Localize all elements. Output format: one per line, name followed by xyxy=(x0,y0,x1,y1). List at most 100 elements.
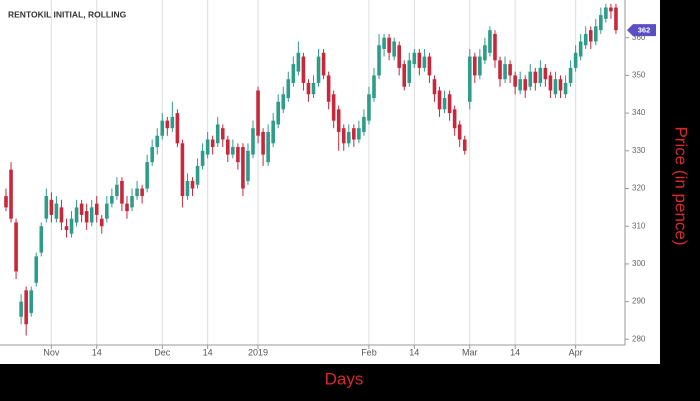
candle-body xyxy=(498,60,502,80)
candle-body xyxy=(140,188,144,197)
candle-body xyxy=(462,139,467,151)
candle-body xyxy=(543,67,548,80)
candle-body xyxy=(115,184,119,197)
candle-body xyxy=(533,71,538,83)
candle-body xyxy=(74,207,79,223)
candle-body xyxy=(483,45,487,61)
candle-body xyxy=(145,162,149,189)
candle-body xyxy=(442,98,447,110)
candle-body xyxy=(447,94,452,114)
candle-body xyxy=(392,41,396,57)
candle-body xyxy=(609,7,613,12)
candle-body xyxy=(165,120,170,129)
candle-body xyxy=(599,15,603,31)
y-tick-label: 320 xyxy=(632,184,646,193)
x-tick-label: Feb xyxy=(361,347,377,357)
candle-body xyxy=(417,52,422,68)
candle-body xyxy=(281,94,286,110)
candle-body xyxy=(377,45,381,76)
candle-body xyxy=(54,203,59,219)
candle-body xyxy=(422,56,427,68)
candle-body xyxy=(296,52,301,72)
candle-body xyxy=(493,33,497,61)
candle-body xyxy=(321,52,326,76)
x-tick-label: 14 xyxy=(203,347,213,357)
chart-title: RENTOKIL INITIAL, ROLLING xyxy=(8,9,127,19)
candle-body xyxy=(9,169,13,219)
candle-body xyxy=(246,150,250,181)
candle-body xyxy=(94,203,99,215)
x-tick-label: Dec xyxy=(154,347,171,357)
candle-body xyxy=(261,131,265,155)
candle-body xyxy=(558,79,563,91)
candle-body xyxy=(291,64,296,83)
candle-body xyxy=(190,180,195,189)
candle-body xyxy=(588,30,593,42)
y-tick-label: 340 xyxy=(632,108,646,117)
candle-body xyxy=(548,75,553,91)
candle-body xyxy=(331,94,336,121)
candle-body xyxy=(34,256,39,283)
candle-body xyxy=(412,52,417,65)
candle-body xyxy=(236,147,240,163)
candle-body xyxy=(387,37,391,53)
candle-body xyxy=(437,90,442,110)
candle-body xyxy=(301,56,306,83)
candle-body xyxy=(478,56,482,76)
y-axis-title: Price (in pence) xyxy=(672,126,691,245)
candle-body xyxy=(593,26,598,42)
y-tick-label: 300 xyxy=(632,259,646,268)
candle-body xyxy=(326,75,331,102)
candle-body xyxy=(614,7,618,31)
candle-body xyxy=(19,301,23,317)
candle-body xyxy=(367,94,371,121)
candle-body xyxy=(341,128,346,144)
candle-body xyxy=(135,188,139,197)
candle-body xyxy=(352,128,356,140)
candle-body xyxy=(64,226,69,230)
candle-body xyxy=(508,64,512,76)
candle-body xyxy=(357,128,361,140)
candle-body xyxy=(226,139,230,155)
candle-body xyxy=(467,56,472,102)
candle-body xyxy=(241,147,245,189)
candle-body xyxy=(457,124,462,140)
candle-body xyxy=(346,131,351,144)
candle-body xyxy=(578,41,583,57)
candle-body xyxy=(195,165,200,185)
candle-body xyxy=(220,128,225,140)
candle-body xyxy=(150,147,154,163)
candle-body xyxy=(488,30,492,53)
candle-body xyxy=(4,196,8,208)
candle-body xyxy=(251,128,255,155)
candle-body xyxy=(397,45,401,68)
candle-body xyxy=(362,116,366,132)
y-tick-label: 310 xyxy=(632,221,646,230)
candle-body xyxy=(130,196,134,208)
x-tick-label: Mar xyxy=(462,347,478,357)
candle-body xyxy=(553,79,558,95)
candle-body xyxy=(125,203,129,212)
candle-body xyxy=(120,180,124,204)
candle-body xyxy=(84,211,89,223)
candle-body xyxy=(336,109,341,132)
candle-body xyxy=(175,113,180,144)
candle-body xyxy=(256,90,260,136)
candle-body xyxy=(105,203,109,219)
candle-body xyxy=(523,79,528,91)
candle-body xyxy=(44,196,49,219)
candle-body xyxy=(604,7,608,19)
candle-body xyxy=(215,124,220,144)
candle-body xyxy=(518,79,522,91)
y-tick-label: 350 xyxy=(632,71,646,80)
x-tick-label: Nov xyxy=(43,347,60,357)
candle-body xyxy=(79,203,84,215)
last-price-label: 362 xyxy=(638,26,651,35)
candle-body xyxy=(210,139,215,148)
candle-body xyxy=(205,139,210,155)
candle-body xyxy=(185,180,190,197)
candle-body xyxy=(372,75,376,99)
chart-area xyxy=(0,0,660,364)
x-axis-title: Days xyxy=(325,369,364,388)
